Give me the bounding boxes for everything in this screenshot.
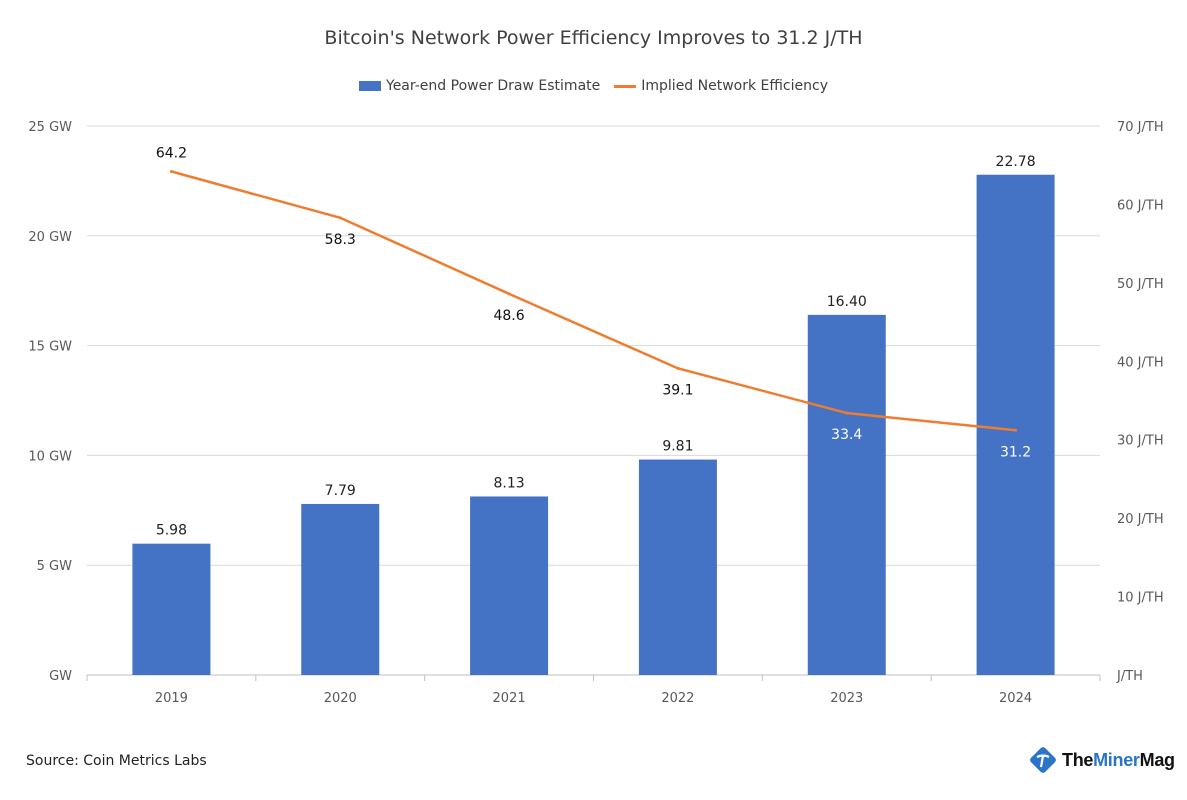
line-data-label: 48.6 — [493, 308, 524, 324]
line-point-2020 — [338, 216, 342, 220]
left-tick-label: 10 GW — [28, 449, 72, 464]
x-tick-label: 2022 — [661, 691, 694, 706]
right-tick-label: 20 J/TH — [1117, 512, 1164, 527]
bar-data-label: 16.40 — [827, 294, 867, 310]
logo-text: TheMinerMag — [1062, 749, 1175, 770]
theminermag-logo: TheMinerMag — [1028, 745, 1175, 775]
left-tick-label: 15 GW — [28, 340, 72, 355]
legend-label: Year-end Power Draw Estimate — [386, 78, 601, 94]
bar-data-label: 5.98 — [156, 523, 187, 539]
right-tick-label: 30 J/TH — [1117, 434, 1164, 449]
x-tick-label: 2023 — [830, 691, 863, 706]
legend-swatch-line — [614, 84, 637, 88]
efficiency-line — [171, 170, 1016, 432]
x-tick-label: 2020 — [324, 691, 357, 706]
left-tick-label: 5 GW — [37, 559, 72, 574]
line-data-label: 31.2 — [1000, 444, 1031, 460]
line-data-label: 58.3 — [325, 232, 356, 248]
legend-swatch-bar — [359, 81, 381, 91]
legend-item-efficiency: Implied Network Efficiency — [614, 78, 828, 94]
left-tick-label: GW — [49, 669, 72, 684]
x-tick-label: 2024 — [999, 691, 1032, 706]
left-tick-label: 20 GW — [28, 230, 72, 245]
logo-icon — [1030, 747, 1056, 773]
chart-title: Bitcoin's Network Power Efficiency Impro… — [324, 27, 863, 49]
bar-2019 — [132, 543, 211, 675]
right-tick-label: 10 J/TH — [1117, 591, 1164, 606]
right-tick-label: J/TH — [1116, 669, 1143, 684]
line-data-label: 33.4 — [831, 427, 862, 443]
bar-2024 — [976, 174, 1055, 675]
bar-data-label: 8.13 — [493, 475, 524, 491]
bar-2021 — [470, 496, 549, 675]
bar-data-label: 9.81 — [662, 439, 693, 455]
bar-data-label: 7.79 — [325, 483, 356, 499]
line-point-2021 — [507, 292, 511, 296]
x-tick-label: 2021 — [493, 691, 526, 706]
bar-data-label: 22.78 — [996, 154, 1036, 170]
legend: Year-end Power Draw Estimate Implied Net… — [0, 78, 1187, 94]
bar-2020 — [301, 503, 380, 675]
right-tick-label: 50 J/TH — [1117, 277, 1164, 292]
line-point-2019 — [169, 169, 173, 173]
right-tick-label: 60 J/TH — [1117, 198, 1164, 213]
bar-2023 — [807, 314, 886, 675]
x-tick-label: 2019 — [155, 691, 188, 706]
line-point-2022 — [676, 366, 680, 370]
left-tick-label: 25 GW — [28, 120, 72, 135]
line-data-label: 39.1 — [662, 382, 693, 398]
line-data-label: 64.2 — [156, 145, 187, 161]
right-tick-label: 70 J/TH — [1117, 120, 1164, 135]
line-point-2024 — [1014, 428, 1018, 432]
legend-item-power-draw: Year-end Power Draw Estimate — [359, 78, 600, 94]
bar-2022 — [638, 459, 717, 675]
right-tick-label: 40 J/TH — [1117, 355, 1164, 370]
line-point-2023 — [845, 411, 849, 415]
legend-label: Implied Network Efficiency — [641, 78, 828, 94]
source-note: Source: Coin Metrics Labs — [26, 753, 207, 769]
